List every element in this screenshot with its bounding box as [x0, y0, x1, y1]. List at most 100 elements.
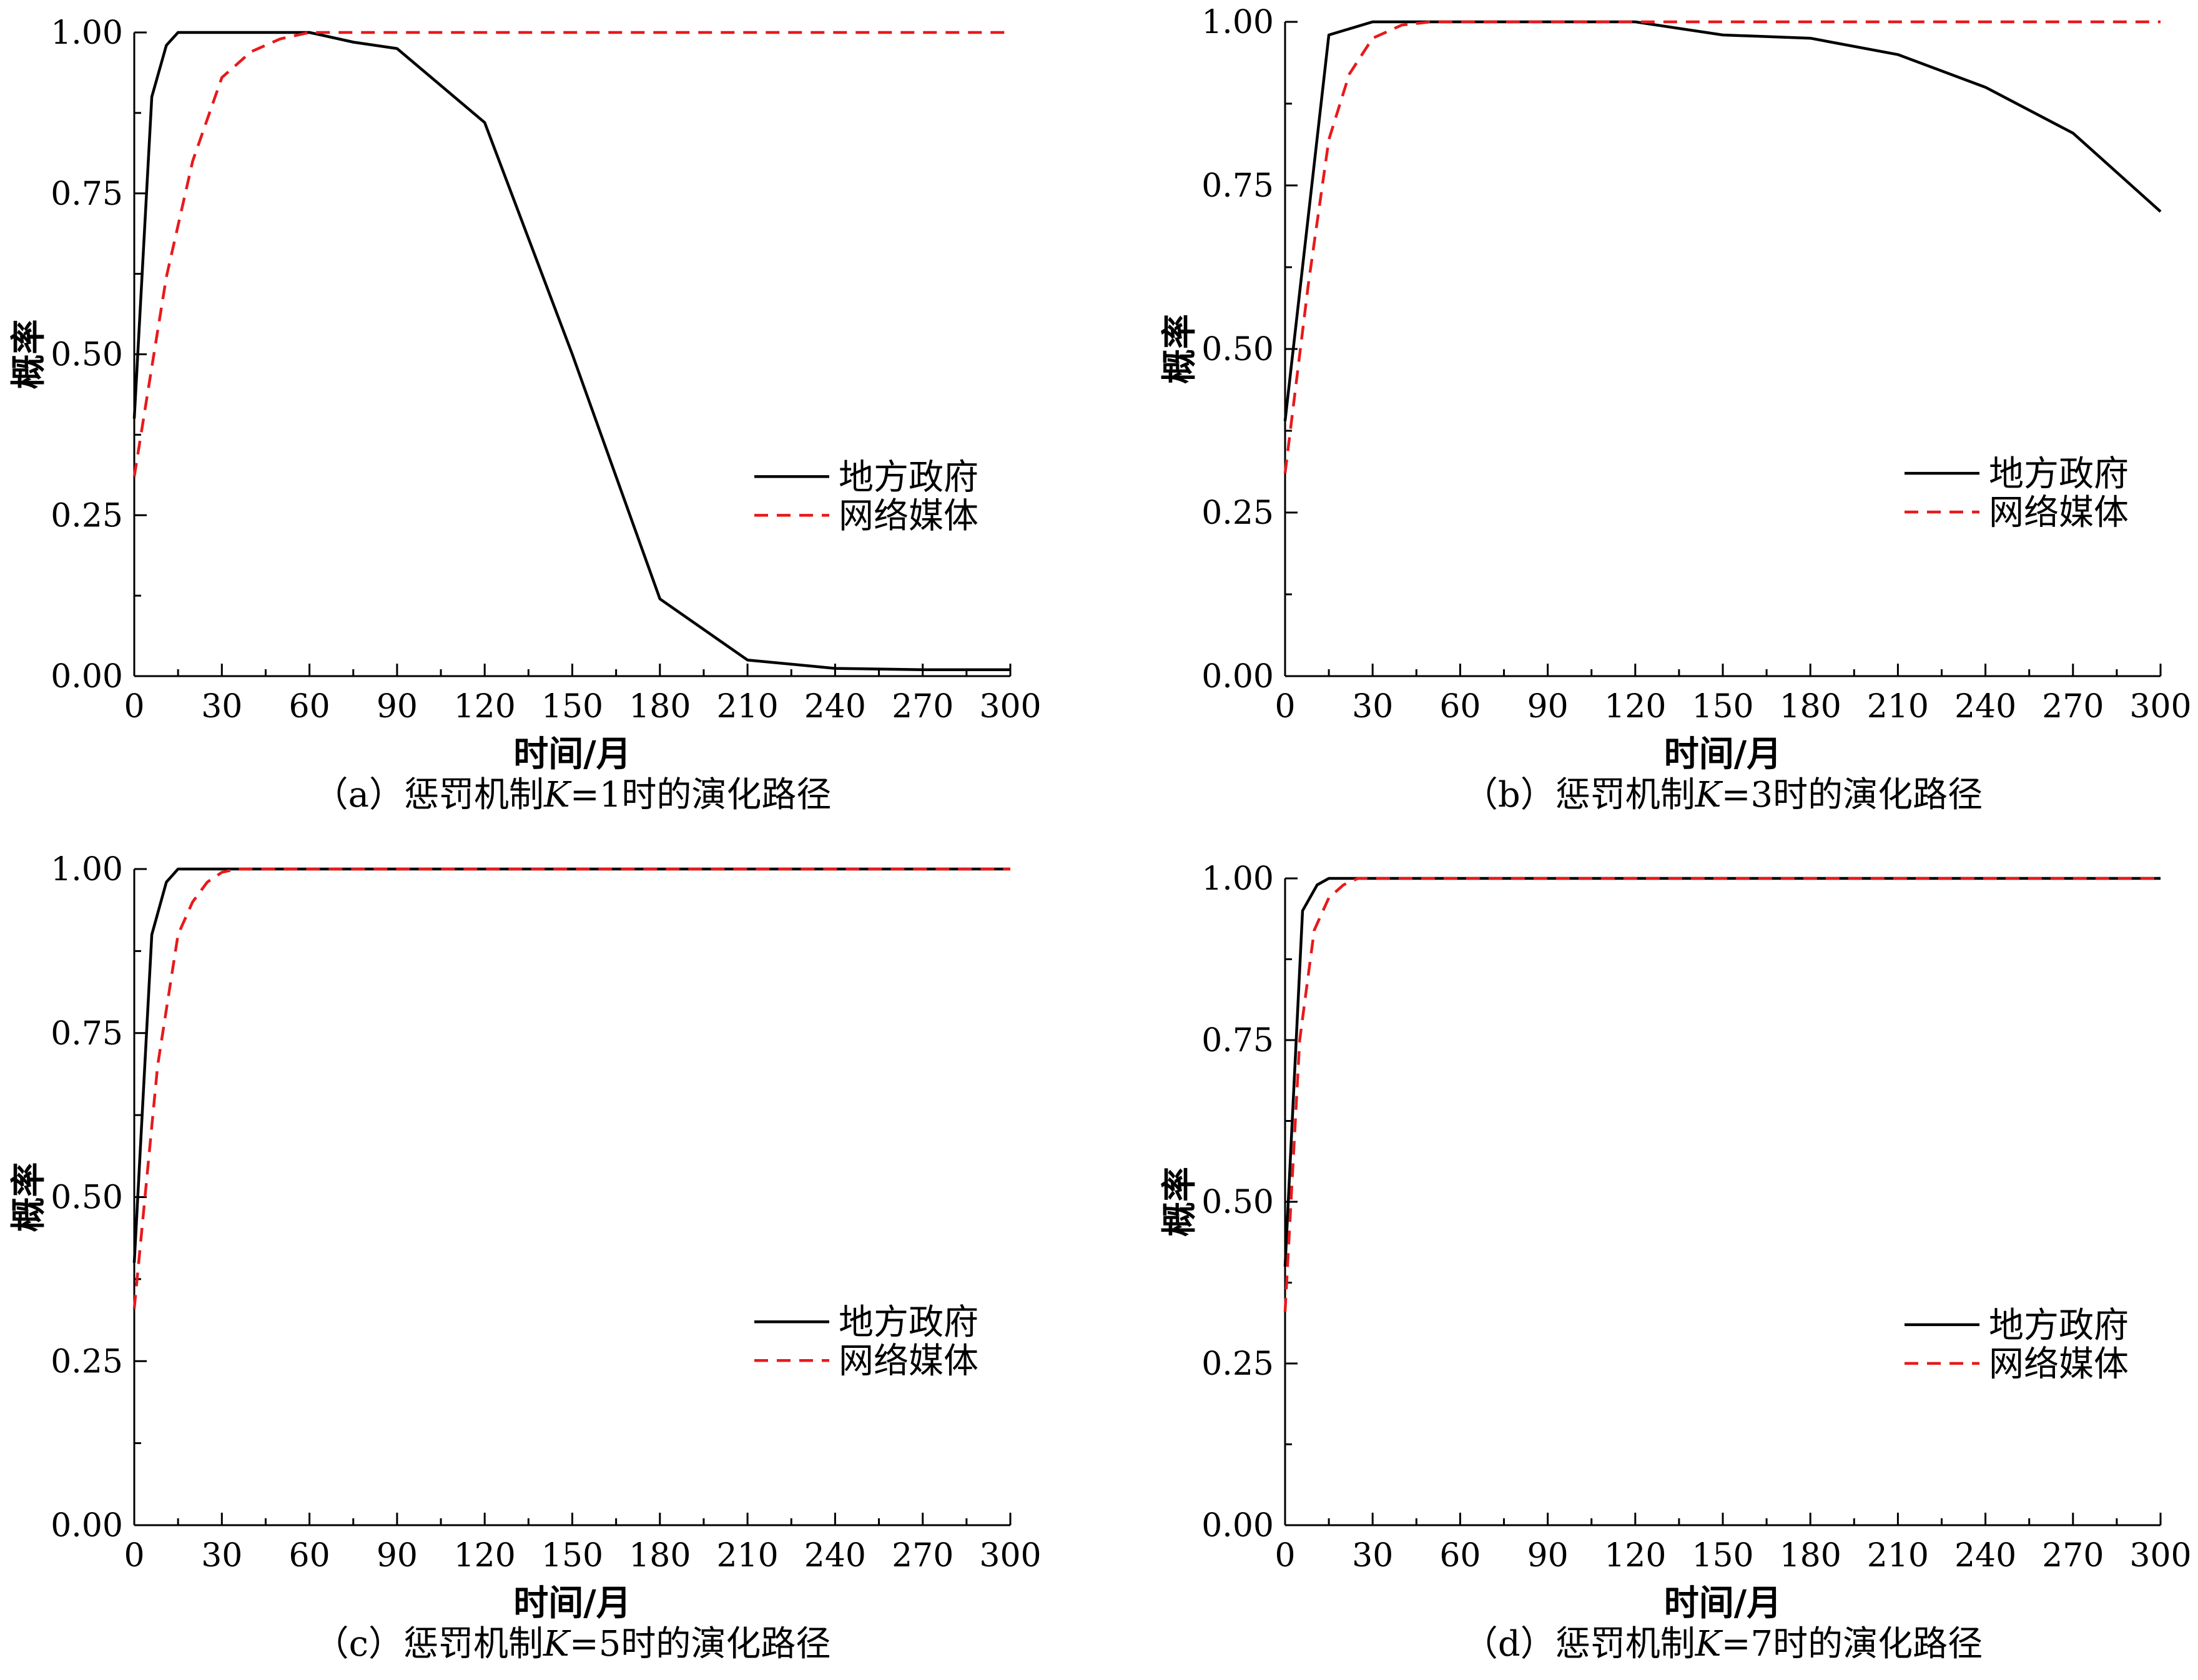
y-tick-label: 1.00	[51, 14, 123, 52]
y-tick-label: 0.00	[1201, 658, 1274, 695]
chart-panel: 0 30 60 90 120 150 180 210 240 270 300 0.00 0.25 0.50…	[1159, 860, 2192, 1664]
caption-k: K	[1695, 775, 1723, 815]
panel-caption: （a）惩罚机制K=1时的演化路径	[313, 775, 832, 815]
legend-label: 网络媒体	[1989, 1344, 2129, 1385]
x-tick-label: 210	[1867, 1537, 1929, 1574]
caption-suffix: =7时的演化路径	[1722, 1624, 1983, 1664]
caption-k: K	[543, 775, 572, 815]
chart-panel: 0 30 60 90 120 150 180 210 240 270 300 0.00 0.25 0.50…	[8, 851, 1042, 1664]
x-tick-label: 180	[1780, 688, 1841, 725]
y-tick-label: 0.75	[1201, 167, 1274, 205]
x-tick-label: 300	[2129, 688, 2191, 725]
x-tick-label: 150	[1692, 688, 1753, 725]
legend-label: 网络媒体	[839, 496, 978, 536]
x-tick-label: 300	[979, 1537, 1041, 1574]
x-tick-label: 30	[201, 1537, 242, 1574]
x-tick-label: 150	[541, 688, 603, 725]
x-tick-label: 180	[1780, 1537, 1841, 1574]
x-tick-label: 30	[1352, 1537, 1393, 1574]
series-line	[1283, 877, 2161, 1267]
x-tick-label: 120	[1604, 688, 1666, 725]
x-tick-label: 90	[1527, 1537, 1569, 1574]
caption-k: K	[543, 1624, 571, 1664]
x-tick-label: 270	[892, 1537, 954, 1574]
caption-suffix: =3时的演化路径	[1722, 775, 1983, 815]
y-tick-label: 0.25	[1201, 494, 1274, 532]
x-tick-label: 60	[1439, 1537, 1481, 1574]
x-tick-label: 300	[979, 688, 1041, 725]
caption-prefix: （a）惩罚机制	[313, 775, 544, 815]
caption-suffix: =1时的演化路径	[570, 775, 832, 815]
series-line	[1283, 20, 2162, 421]
x-tick-label: 180	[629, 1537, 691, 1574]
x-tick-label: 270	[2042, 1537, 2104, 1574]
series-line	[132, 867, 1010, 1263]
series-line	[132, 31, 1010, 671]
x-axis-label: 时间/月	[513, 734, 631, 775]
x-tick-label: 270	[2042, 688, 2104, 725]
x-tick-label: 150	[541, 1537, 603, 1574]
series-line	[1283, 877, 2161, 1312]
y-axis-label: 概率	[1159, 1167, 1200, 1237]
series-line	[132, 867, 1010, 1309]
y-tick-label: 0.50	[51, 336, 123, 374]
x-tick-label: 240	[804, 688, 866, 725]
caption-prefix: （d）惩罚机制	[1463, 1624, 1695, 1664]
x-tick-label: 60	[289, 688, 330, 725]
x-tick-label: 30	[1352, 688, 1393, 725]
y-tick-label: 0.25	[1201, 1345, 1274, 1383]
x-tick-label: 180	[629, 688, 691, 725]
caption-prefix: （b）惩罚机制	[1463, 775, 1695, 815]
caption-suffix: =5时的演化路径	[569, 1624, 831, 1664]
y-tick-label: 0.75	[51, 1015, 123, 1053]
y-tick-label: 0.50	[1201, 1184, 1274, 1221]
series-line	[1283, 20, 2161, 474]
y-tick-label: 0.25	[51, 497, 123, 534]
x-tick-label: 210	[1867, 688, 1929, 725]
x-tick-label: 90	[377, 688, 418, 725]
x-tick-label: 120	[454, 1537, 516, 1574]
x-tick-label: 0	[124, 688, 144, 725]
y-tick-label: 0.00	[51, 1507, 123, 1545]
legend-label: 地方政府	[1989, 454, 2129, 494]
x-tick-label: 240	[1954, 1537, 2016, 1574]
y-axis-label: 概率	[8, 1162, 49, 1232]
series-line	[132, 31, 1010, 477]
x-tick-label: 0	[1274, 688, 1295, 725]
x-tick-label: 0	[1274, 1537, 1295, 1574]
y-axis-label: 概率	[1159, 314, 1200, 384]
x-tick-label: 60	[1439, 688, 1481, 725]
panel-caption: （b）惩罚机制K=3时的演化路径	[1463, 775, 1983, 815]
x-axis-label: 时间/月	[1664, 734, 1782, 775]
y-tick-label: 1.00	[1201, 4, 1274, 41]
x-axis-label: 时间/月	[1664, 1583, 1782, 1624]
x-tick-label: 300	[2129, 1537, 2191, 1574]
y-tick-label: 0.25	[51, 1343, 123, 1380]
x-axis-label: 时间/月	[513, 1583, 631, 1624]
legend-label: 地方政府	[839, 1302, 978, 1343]
legend-label: 地方政府	[839, 457, 978, 498]
y-tick-label: 0.00	[51, 658, 123, 695]
y-tick-label: 0.50	[51, 1179, 123, 1217]
x-tick-label: 270	[892, 688, 954, 725]
panel-caption: （c）惩罚机制K=5时的演化路径	[314, 1624, 831, 1664]
x-tick-label: 240	[804, 1537, 866, 1574]
legend-label: 网络媒体	[1989, 493, 2129, 533]
legend-label: 地方政府	[1989, 1305, 2129, 1346]
caption-prefix: （c）惩罚机制	[314, 1624, 543, 1664]
x-tick-label: 150	[1692, 1537, 1753, 1574]
x-tick-label: 0	[124, 1537, 144, 1574]
y-tick-label: 0.00	[1201, 1507, 1274, 1545]
x-tick-label: 60	[289, 1537, 330, 1574]
caption-k: K	[1695, 1624, 1723, 1664]
x-tick-label: 30	[201, 688, 242, 725]
y-tick-label: 0.75	[1201, 1022, 1274, 1059]
y-tick-label: 0.50	[1201, 331, 1274, 368]
y-tick-label: 1.00	[51, 851, 123, 888]
chart-panel: 0 30 60 90 120 150 180 210 240 270 300 0.00 0.25 0.50…	[1159, 4, 2192, 815]
